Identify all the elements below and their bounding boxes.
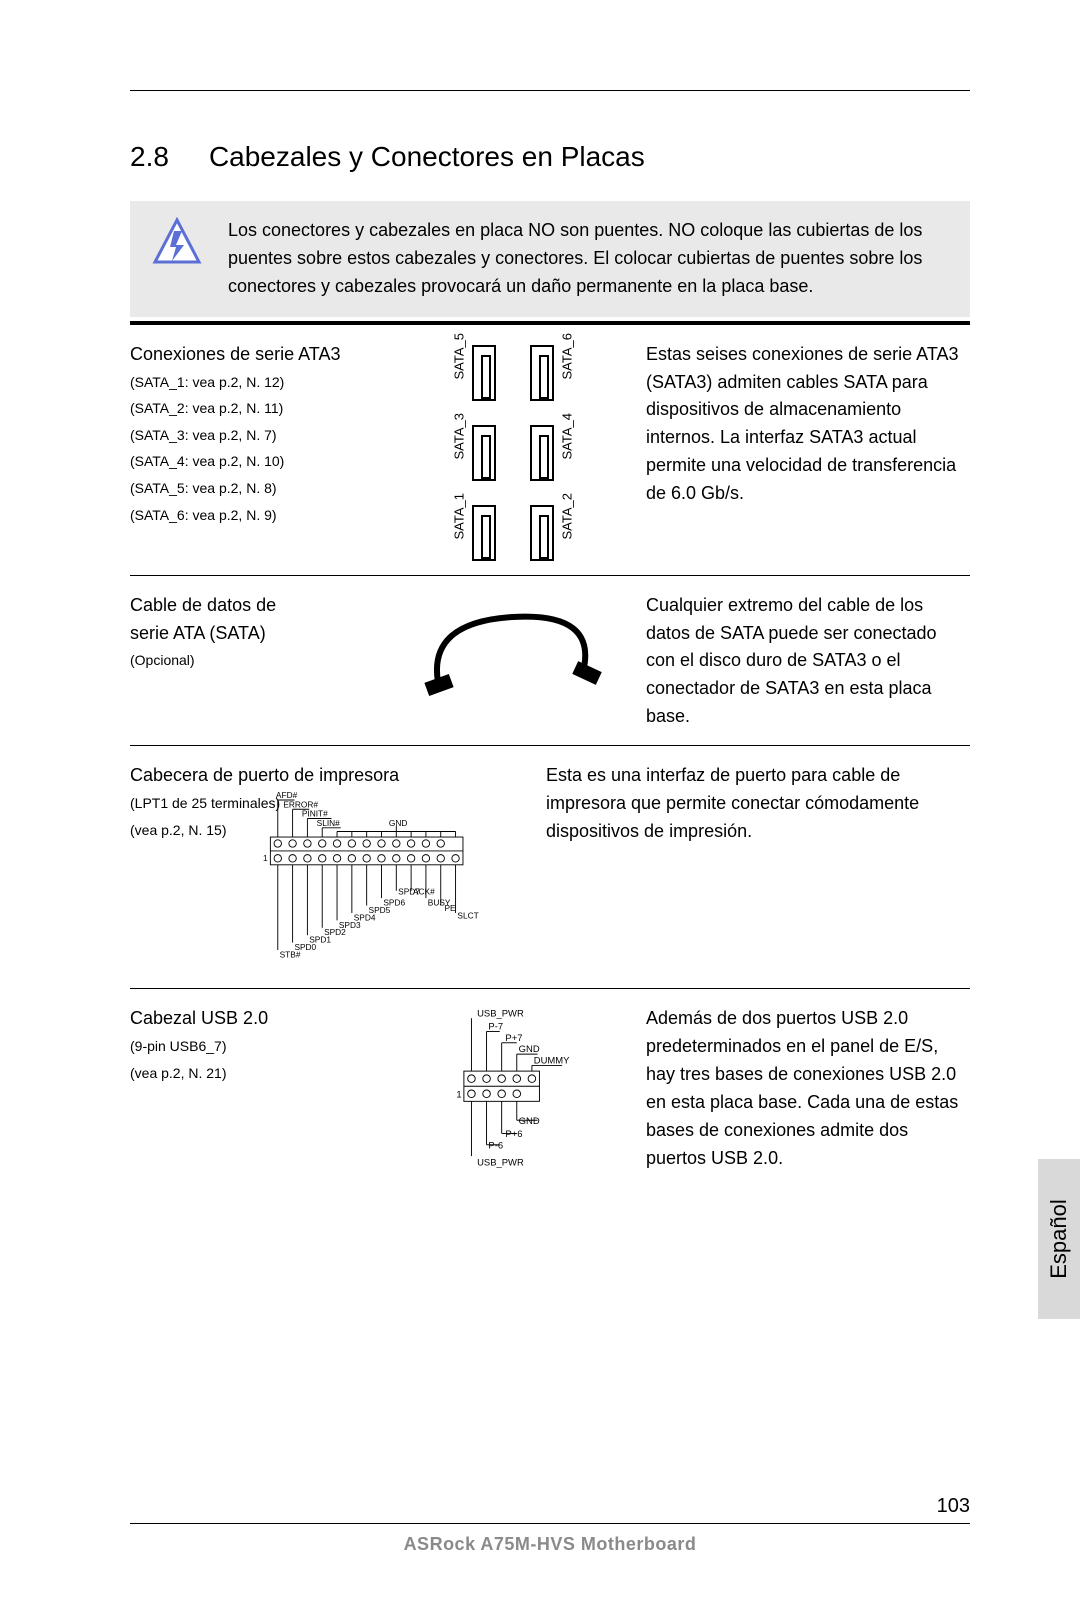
- sata-sub-3: (SATA_3: vea p.2, N. 7): [130, 422, 380, 449]
- sata-port-icon: [472, 425, 496, 481]
- svg-text:P+7: P+7: [505, 1033, 522, 1044]
- sata-port-icon: [530, 425, 554, 481]
- warning-text: Los conectores y cabezales en placa NO s…: [228, 217, 948, 301]
- sata-desc: Estas seises conexiones de serie ATA3 (S…: [646, 341, 970, 561]
- sata-sub-6: (SATA_6: vea p.2, N. 9): [130, 502, 380, 529]
- svg-text:SPD6: SPD6: [383, 898, 405, 908]
- warning-icon: [152, 217, 202, 267]
- sata-sub-5: (SATA_5: vea p.2, N. 8): [130, 475, 380, 502]
- row-usb: Cabezal USB 2.0 (9-pin USB6_7) (vea p.2,…: [130, 989, 970, 1189]
- sata-diagram: SATA_5 SATA_3 SATA_1 SATA_6 SATA_4 SATA_…: [452, 341, 574, 561]
- page-number: 103: [937, 1495, 970, 1518]
- section-title: 2.8 Cabezales y Conectores en Placas: [130, 141, 970, 173]
- warning-box: Los conectores y cabezales en placa NO s…: [130, 201, 970, 317]
- usb-desc: Además de dos puertos USB 2.0 predetermi…: [646, 1005, 970, 1175]
- svg-text:1: 1: [263, 853, 268, 863]
- sata-sub-1: (SATA_1: vea p.2, N. 12): [130, 369, 380, 396]
- footer-rule: [130, 1523, 970, 1524]
- sata-title: Conexiones de serie ATA3: [130, 341, 380, 369]
- sata-port-label: SATA_1: [452, 526, 467, 540]
- svg-text:P+6: P+6: [505, 1129, 522, 1140]
- cable-desc: Cualquier extremo del cable de los datos…: [646, 592, 970, 731]
- svg-text:P-6: P-6: [488, 1141, 503, 1152]
- sata-sub-4: (SATA_4: vea p.2, N. 10): [130, 448, 380, 475]
- sata-port-label: SATA_4: [560, 446, 575, 460]
- section-heading: Cabezales y Conectores en Placas: [209, 141, 645, 173]
- sata-port-icon: [530, 345, 554, 401]
- language-tab: Español: [1038, 1159, 1080, 1319]
- sata-port-icon: [472, 505, 496, 561]
- svg-text:DUMMY: DUMMY: [534, 1056, 570, 1067]
- svg-text:GND: GND: [519, 1116, 540, 1127]
- row-sata: Conexiones de serie ATA3 (SATA_1: vea p.…: [130, 325, 970, 576]
- sata-port-icon: [472, 345, 496, 401]
- svg-text:USB_PWR: USB_PWR: [477, 1158, 524, 1169]
- cable-title-2: serie ATA (SATA): [130, 620, 380, 648]
- svg-text:1: 1: [456, 1090, 461, 1101]
- sata-sub-2: (SATA_2: vea p.2, N. 11): [130, 395, 380, 422]
- usb-label: USB_PWR: [477, 1008, 524, 1019]
- usb-title: Cabezal USB 2.0: [130, 1005, 380, 1033]
- usb-sub-1: (9-pin USB6_7): [130, 1033, 380, 1060]
- sata-port-label: SATA_5: [452, 366, 467, 380]
- svg-text:P-7: P-7: [488, 1022, 503, 1033]
- sata-cable-icon: [408, 592, 618, 722]
- lpt-desc: Esta es una interfaz de puerto para cabl…: [546, 762, 970, 974]
- cable-title-1: Cable de datos de: [130, 592, 380, 620]
- svg-text:ACK#: ACK#: [413, 887, 435, 897]
- cable-sub: (Opcional): [130, 647, 380, 674]
- language-label: Español: [1046, 1199, 1072, 1279]
- row-lpt: Cabecera de puerto de impresora (LPT1 de…: [130, 746, 970, 989]
- footer: 103 ASRock A75M-HVS Motherboard: [130, 1523, 970, 1555]
- sata-port-icon: [530, 505, 554, 561]
- svg-text:GND: GND: [519, 1044, 540, 1055]
- section-number: 2.8: [130, 141, 169, 173]
- sata-port-label: SATA_6: [560, 366, 575, 380]
- usb-diagram: USB_PWR P-7 P+7 GND DUMMY 1: [413, 1005, 613, 1175]
- sata-port-label: SATA_2: [560, 526, 575, 540]
- footer-text: ASRock A75M-HVS Motherboard: [130, 1534, 970, 1555]
- svg-text:SLIN#: SLIN#: [317, 818, 341, 828]
- sata-port-label: SATA_3: [452, 446, 467, 460]
- svg-text:SLCT: SLCT: [457, 911, 478, 921]
- lpt-diagram: AFD# ERROR# PINIT# SLIN# GND: [250, 785, 500, 965]
- svg-text:GND: GND: [389, 818, 408, 828]
- usb-sub-2: (vea p.2, N. 21): [130, 1060, 380, 1087]
- row-cable: Cable de datos de serie ATA (SATA) (Opci…: [130, 576, 970, 746]
- top-rule: [130, 90, 970, 91]
- svg-text:PE: PE: [444, 903, 456, 913]
